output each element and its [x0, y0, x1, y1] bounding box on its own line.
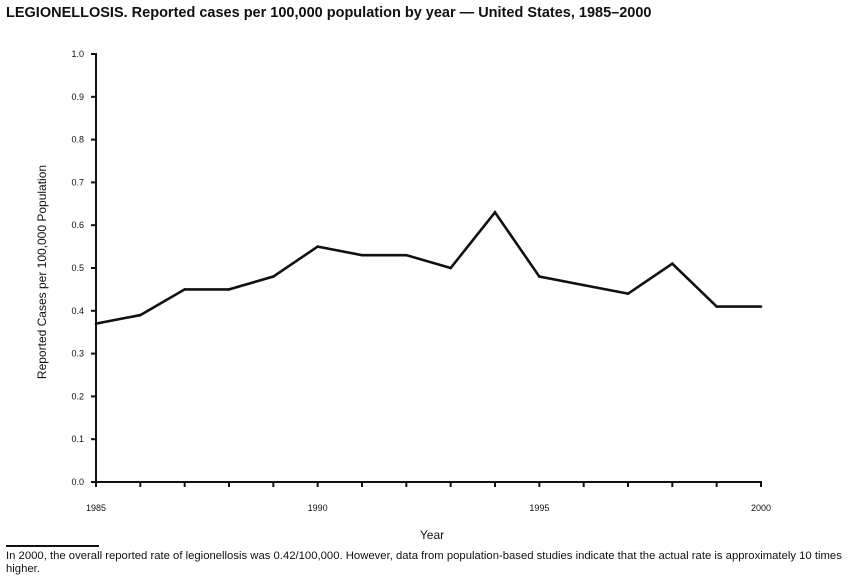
y-tick-label: 0.5: [71, 263, 84, 273]
x-tick-label: 2000: [751, 503, 771, 513]
y-tick-label: 0.2: [71, 391, 84, 401]
data-point: [139, 313, 142, 317]
x-tick-label: 1985: [86, 503, 106, 513]
y-tick-label: 0.1: [71, 434, 84, 444]
data-point: [316, 245, 319, 248]
data-point: [405, 253, 408, 257]
data-point: [183, 288, 186, 291]
data-point: [493, 211, 497, 214]
data-point: [582, 283, 585, 287]
chart-title: LEGIONELLOSIS. Reported cases per 100,00…: [6, 5, 652, 21]
series-group: [94, 210, 763, 325]
x-tick-label: 1995: [529, 503, 549, 513]
data-point: [449, 266, 452, 270]
y-tick-label: 0.3: [71, 349, 84, 359]
data-point: [360, 253, 364, 257]
y-tick-label: 0.0: [71, 477, 84, 487]
data-point: [759, 305, 763, 308]
footnote: In 2000, the overall reported rate of le…: [6, 550, 842, 575]
y-tick-label: 0.4: [71, 306, 84, 316]
footnote-rule: [6, 545, 99, 547]
series-line: [95, 210, 761, 325]
y-tick-label: 0.6: [71, 220, 84, 230]
data-point: [227, 288, 231, 291]
data-point: [272, 275, 275, 278]
x-tick-label: 1990: [308, 503, 328, 513]
data-point: [626, 292, 630, 295]
data-point: [94, 322, 98, 325]
y-axis-label: Reported Cases per 100,000 Population: [35, 165, 49, 379]
y-tick-label: 0.7: [71, 177, 84, 187]
data-point: [715, 305, 718, 308]
data-point: [671, 262, 674, 266]
ticks: 0.0 0.1 0.2 0.3 0.4 0.5 0.6 0.7 0.8 0.9 1.0 1985 199…: [71, 49, 771, 513]
axes: [95, 53, 762, 483]
x-axis-label: Year: [420, 528, 444, 542]
y-tick-label: 0.8: [71, 135, 84, 145]
data-point: [538, 275, 541, 278]
y-tick-label: 1.0: [71, 49, 84, 59]
y-tick-label: 0.9: [71, 92, 84, 102]
